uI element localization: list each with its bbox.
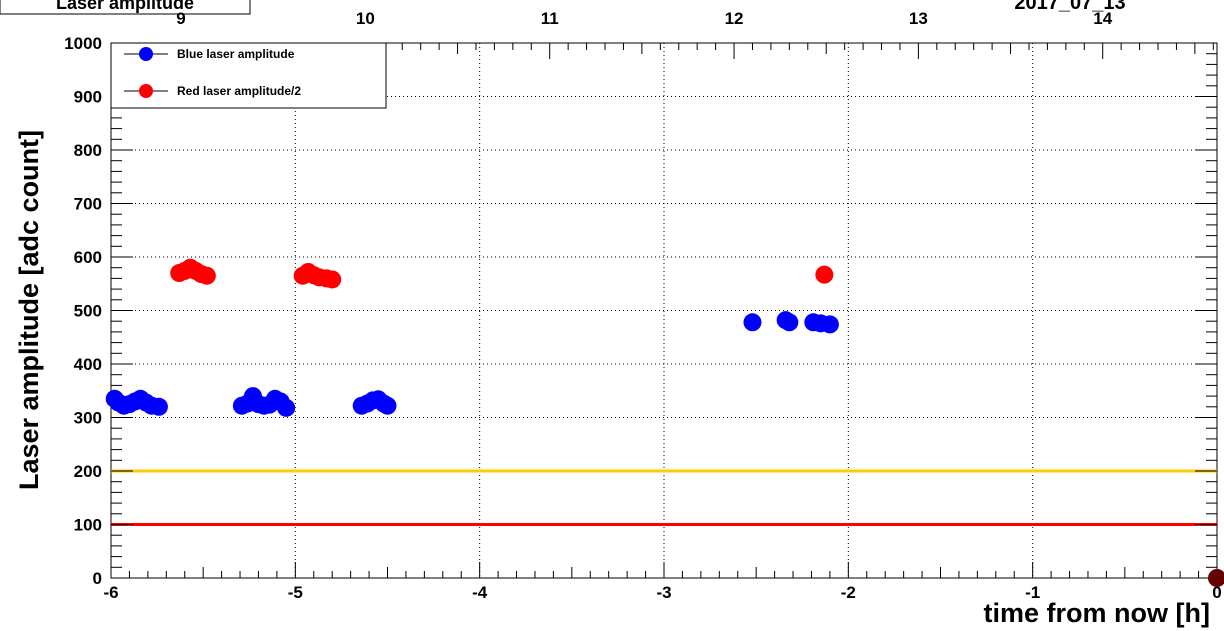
data-point-series-0: [149, 397, 168, 416]
legend-marker-blue: [139, 47, 153, 61]
y-tick-label: 900: [74, 88, 102, 107]
date-label: 2017_07_13: [1014, 0, 1125, 14]
x-axis-title: time from now [h]: [984, 598, 1210, 628]
y-tick-label: 500: [74, 302, 102, 321]
legend-label-red: Red laser amplitude/2: [177, 84, 301, 98]
top-tick-label: 12: [725, 9, 744, 28]
tick-labels: -6 -5 -4 -3 -2 -1 0 0 100 200 300 400 500 600 700 800 90…: [64, 9, 1222, 602]
y-tick-label: 400: [74, 355, 102, 374]
y-axis-title: Laser amplitude [adc count]: [14, 130, 44, 490]
reference-lines: [111, 469, 1217, 526]
x-tick-label: -4: [472, 583, 488, 602]
y-tick-label: 200: [74, 462, 102, 481]
data-point-series-2: [1208, 569, 1224, 587]
y-tick-label: 300: [74, 409, 102, 428]
grid-lines: [111, 43, 1217, 578]
title-box: Laser amplitude: [0, 0, 251, 15]
y-tick-label: 800: [74, 141, 102, 160]
x-tick-label: 0: [1212, 583, 1221, 602]
x-tick-label: -2: [841, 583, 856, 602]
title-box-text: Laser amplitude: [56, 0, 194, 13]
top-tick-label: 10: [356, 9, 375, 28]
x-tick-label: -5: [288, 583, 303, 602]
plot-area: -6 -5 -4 -3 -2 -1 0 0 100 200 300 400 500 600 700 800 90…: [64, 9, 1224, 602]
top-tick-label: 13: [909, 9, 928, 28]
y-tick-label: 0: [93, 569, 102, 588]
data-point-series-0: [743, 313, 762, 332]
data-point-series-0: [378, 396, 397, 415]
data-point-series-0: [820, 315, 839, 334]
data-point-series-0: [277, 398, 296, 417]
data-point-series-0: [780, 313, 799, 332]
legend-label-blue: Blue laser amplitude: [177, 47, 295, 61]
x-tick-label: -3: [656, 583, 671, 602]
top-tick-label: 14: [1093, 9, 1112, 28]
y-tick-label: 700: [74, 195, 102, 214]
data-point-series-1: [815, 265, 834, 284]
top-tick-label: 11: [541, 9, 559, 28]
x-tick-label: -6: [103, 583, 118, 602]
x-tick-label: -1: [1025, 583, 1040, 602]
data-points: [105, 258, 1224, 587]
legend-entry-red: Red laser amplitude/2: [124, 84, 301, 98]
legend-entry-blue: Blue laser amplitude: [124, 47, 295, 61]
legend-marker-red: [139, 84, 153, 98]
legend: Blue laser amplitude Red laser amplitude…: [110, 42, 387, 109]
data-point-series-1: [197, 266, 216, 285]
top-tick-label: 9: [176, 9, 185, 28]
y-tick-label: 600: [74, 248, 102, 267]
y-tick-label: 100: [74, 516, 102, 535]
y-tick-label: 1000: [64, 34, 102, 53]
data-point-series-1: [323, 270, 342, 289]
